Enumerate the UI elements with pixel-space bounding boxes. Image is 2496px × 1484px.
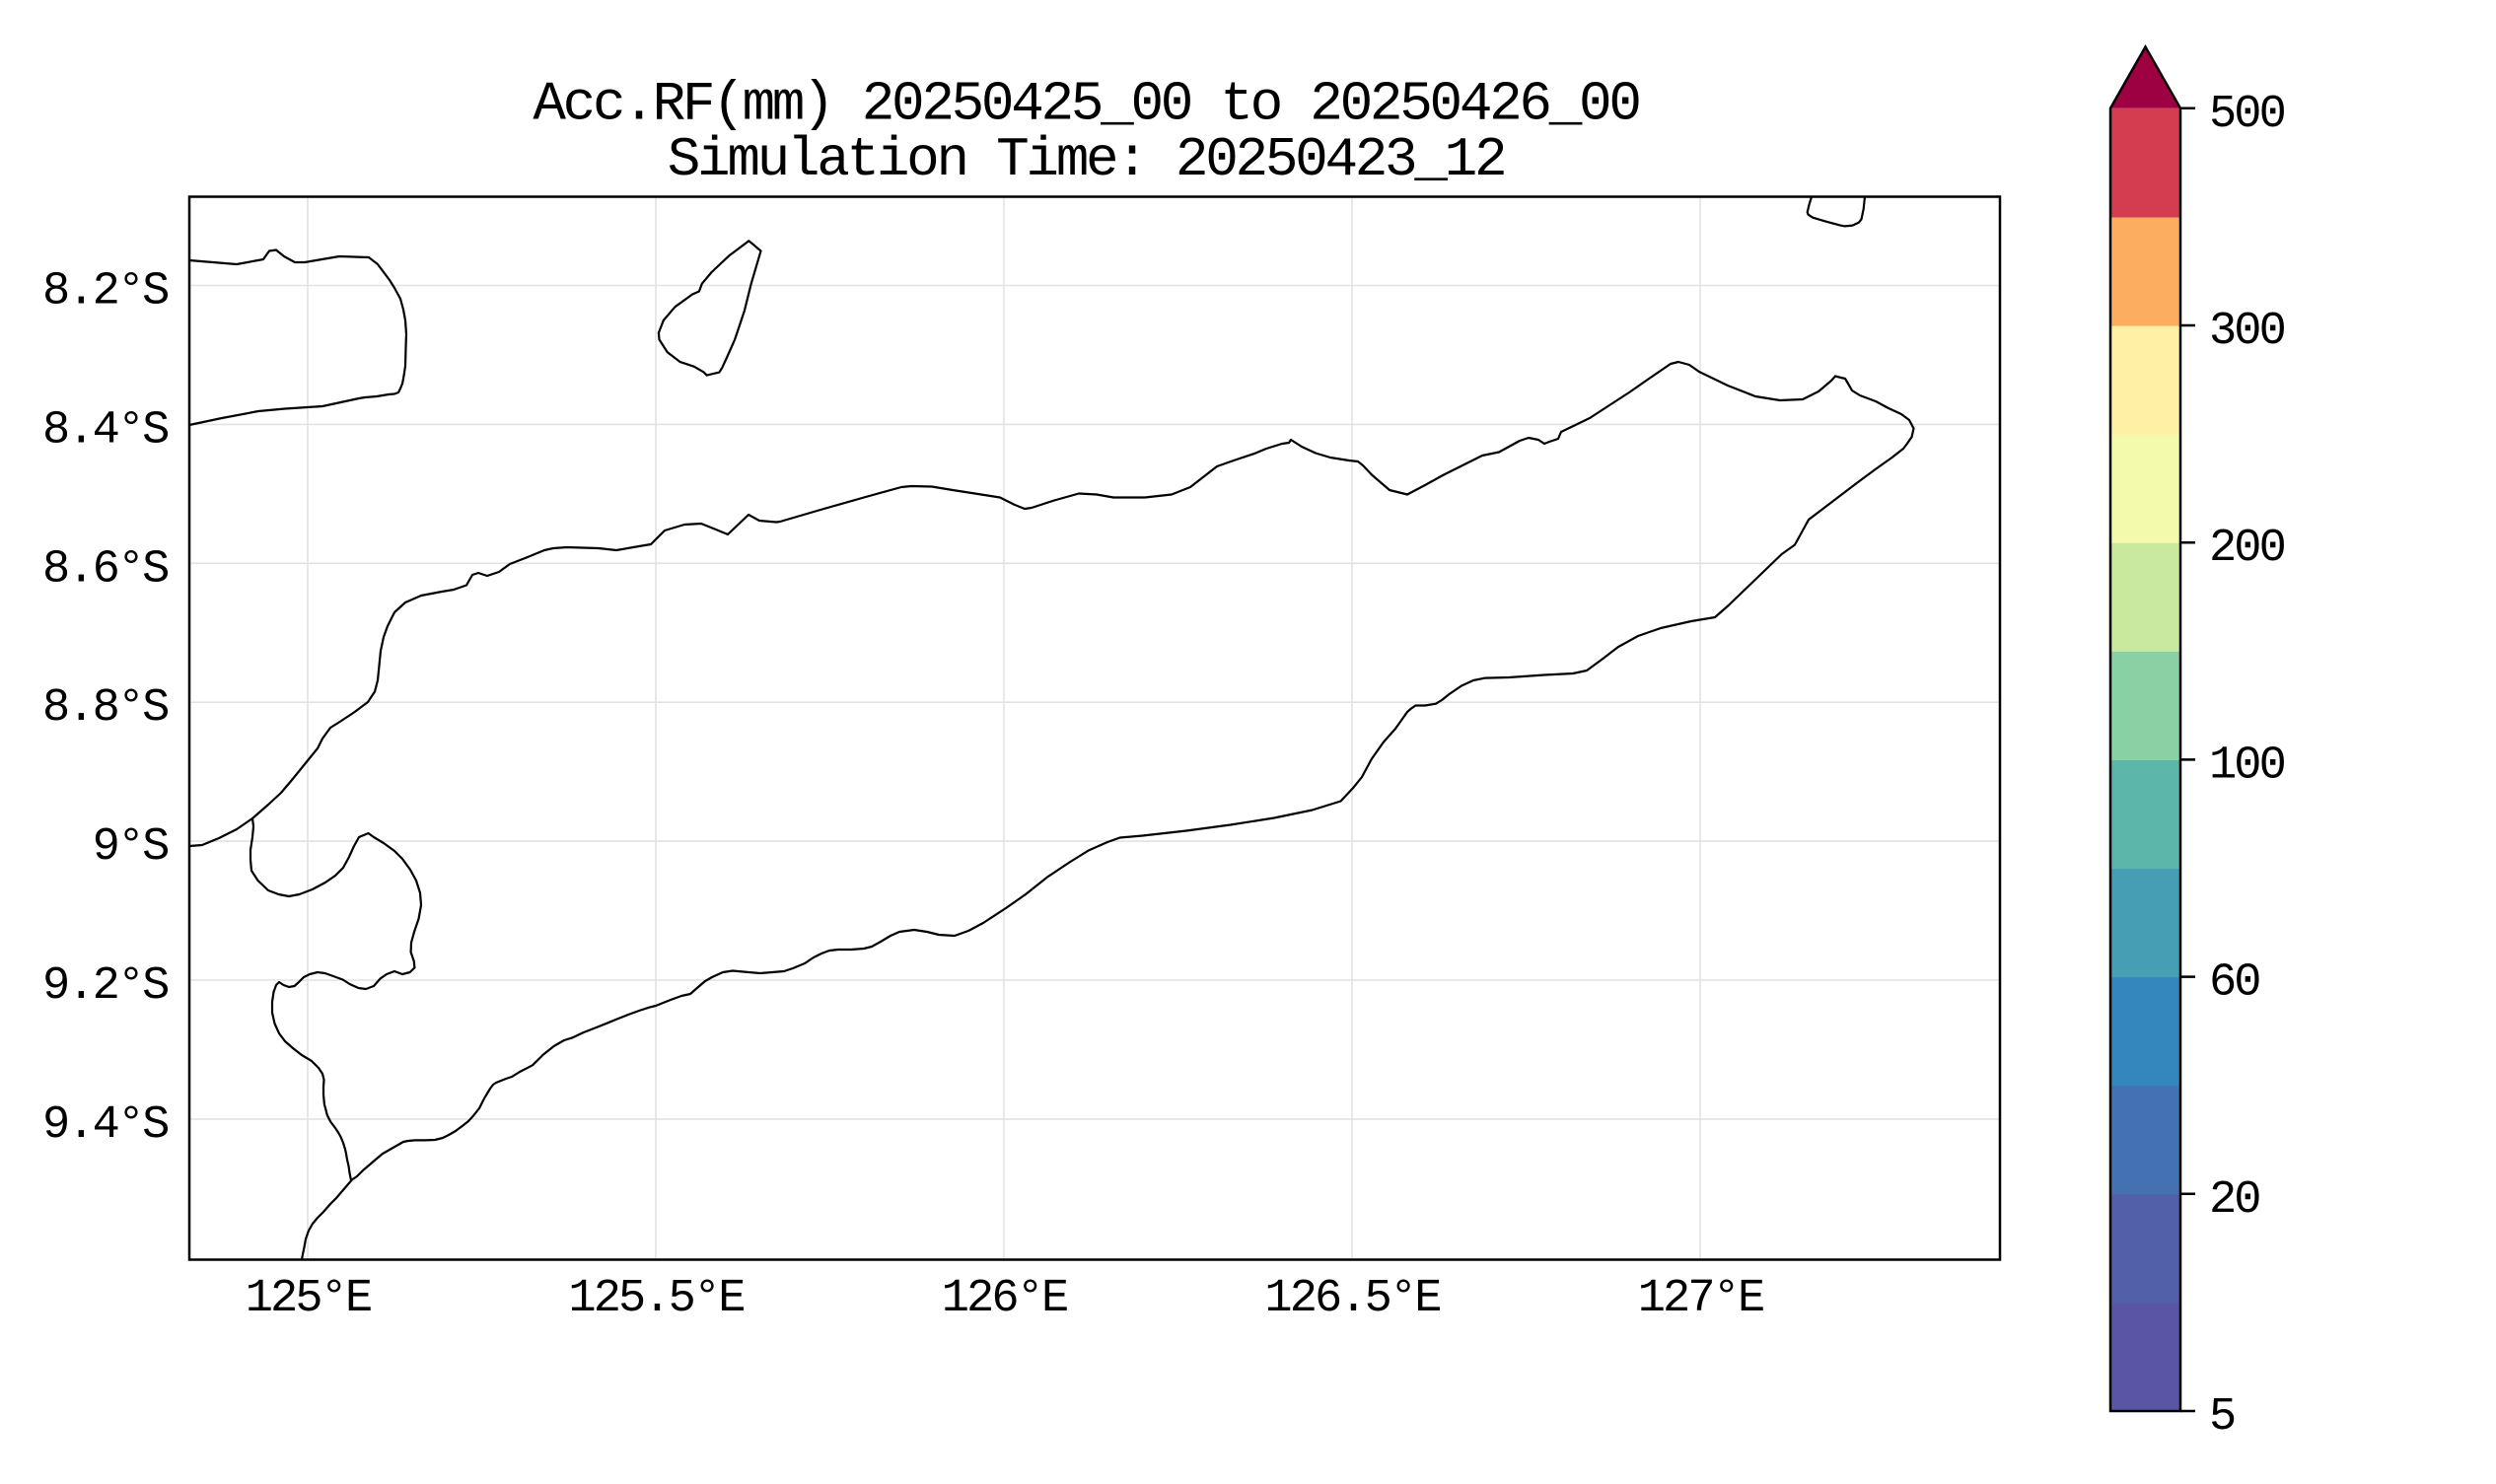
svg-text:126°E: 126°E (942, 1273, 1067, 1325)
svg-text:126.5°E: 126.5°E (1264, 1273, 1440, 1325)
svg-text:9.4°S: 9.4°S (42, 1099, 168, 1152)
svg-text:8.2°S: 8.2°S (42, 266, 168, 318)
svg-text:127°E: 127°E (1638, 1273, 1763, 1325)
svg-text:8.8°S: 8.8°S (42, 682, 168, 735)
svg-text:300: 300 (2209, 306, 2285, 358)
svg-text:5: 5 (2209, 1391, 2235, 1444)
svg-text:8.4°S: 8.4°S (42, 404, 168, 457)
svg-text:100: 100 (2209, 740, 2285, 792)
svg-text:200: 200 (2209, 523, 2285, 575)
svg-text:9°S: 9°S (93, 821, 169, 874)
svg-text:Simulation Time: 20250423_12: Simulation Time: 20250423_12 (668, 128, 1505, 191)
svg-text:125°E: 125°E (246, 1273, 371, 1325)
svg-text:9.2°S: 9.2°S (42, 960, 168, 1013)
svg-text:125.5°E: 125.5°E (568, 1273, 744, 1325)
svg-text:60: 60 (2209, 957, 2259, 1010)
svg-text:8.6°S: 8.6°S (42, 543, 168, 596)
svg-text:500: 500 (2209, 89, 2285, 141)
svg-text:Acc.RF(mm) 20250425_00 to 2025: Acc.RF(mm) 20250425_00 to 20250426_00 (533, 73, 1639, 136)
svg-text:20: 20 (2209, 1174, 2259, 1227)
